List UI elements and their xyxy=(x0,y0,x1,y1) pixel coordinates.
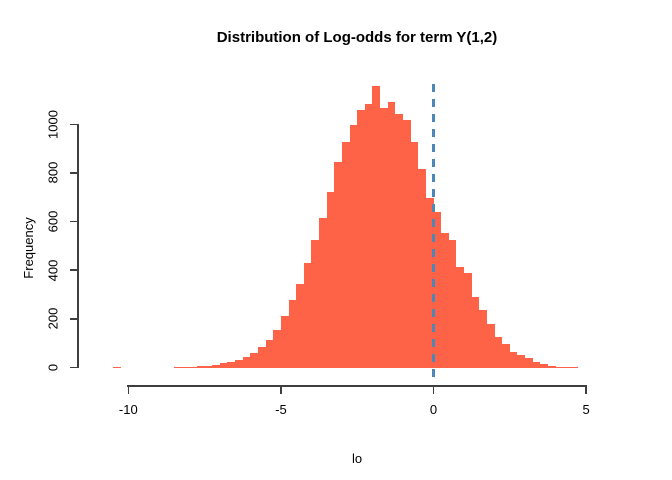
histogram-bar xyxy=(227,362,235,368)
histogram-bar xyxy=(495,337,502,368)
x-tick-mark xyxy=(432,386,435,394)
histogram-bar xyxy=(563,367,571,368)
y-tick-mark xyxy=(70,172,77,174)
y-tick-mark xyxy=(70,269,77,271)
x-tick-label: 5 xyxy=(582,402,590,417)
y-tick-mark xyxy=(70,220,77,223)
histogram-bar xyxy=(220,363,227,368)
y-tick-label: 400 xyxy=(45,259,61,282)
histogram-bar xyxy=(243,357,250,368)
histogram-bar xyxy=(418,169,426,368)
histogram-bar xyxy=(319,218,327,368)
histogram-bar xyxy=(525,358,533,368)
histogram-bar xyxy=(289,300,296,368)
histogram-bar xyxy=(189,367,197,368)
histogram-bar xyxy=(441,233,449,368)
histogram-bar xyxy=(350,125,357,368)
y-axis-line xyxy=(77,124,79,369)
histogram-bar xyxy=(266,340,273,368)
histogram-bar xyxy=(334,162,342,368)
histogram-bar xyxy=(205,366,212,368)
y-tick-label: 800 xyxy=(45,162,61,184)
histogram-bar xyxy=(510,352,517,368)
y-tick-label: 1000 xyxy=(45,109,61,139)
x-axis-label: lo xyxy=(351,451,363,466)
histogram-bar xyxy=(174,367,182,368)
x-axis-line xyxy=(127,385,588,387)
histogram-bar xyxy=(517,355,525,368)
histogram-bar xyxy=(556,367,563,368)
histogram-bar xyxy=(372,86,380,368)
histogram-bar xyxy=(487,324,495,368)
y-tick-label: 0 xyxy=(45,363,61,372)
histogram-bar xyxy=(296,284,304,368)
histogram-bar xyxy=(258,347,266,368)
y-tick-mark xyxy=(70,318,77,320)
histogram-bar xyxy=(357,110,365,368)
histogram-bar xyxy=(502,344,510,368)
histogram-bar xyxy=(472,297,479,368)
reference-vline xyxy=(432,84,435,383)
histogram-bar xyxy=(311,240,319,368)
histogram-bar xyxy=(235,360,243,368)
histogram-bar xyxy=(464,273,472,368)
x-tick-mark xyxy=(280,386,282,394)
x-tick-mark xyxy=(127,386,130,394)
histogram-bar xyxy=(403,120,411,368)
histogram-bar xyxy=(479,310,487,368)
histogram-bar xyxy=(533,362,540,368)
histogram-bar xyxy=(571,367,578,368)
histogram-bar xyxy=(113,367,121,368)
y-tick-label: 600 xyxy=(45,210,61,233)
y-tick-mark xyxy=(70,123,77,126)
x-tick-label: -5 xyxy=(275,402,287,417)
histogram-bar xyxy=(411,142,418,368)
histogram-bar xyxy=(182,367,189,368)
histogram-bar xyxy=(250,353,258,368)
histogram-bar xyxy=(281,316,289,368)
histogram-bar xyxy=(304,263,311,368)
histogram-bar xyxy=(212,365,220,368)
x-tick-mark xyxy=(585,386,587,394)
y-axis-label: Frequency xyxy=(20,217,36,279)
y-tick-mark xyxy=(70,366,77,369)
histogram-bar xyxy=(365,104,372,368)
histogram-bar xyxy=(273,330,281,368)
histogram-bar xyxy=(548,366,556,368)
chart-title: Distribution of Log-odds for term Y(1,2) xyxy=(216,29,498,46)
histogram-bar xyxy=(434,212,441,368)
histogram-bar xyxy=(197,366,205,368)
y-tick-label: 200 xyxy=(45,308,61,330)
x-tick-label: 0 xyxy=(429,402,438,417)
histogram-bar xyxy=(456,267,464,368)
histogram-bar xyxy=(327,192,334,368)
x-tick-label: -10 xyxy=(118,402,138,417)
histogram-bar xyxy=(342,142,350,368)
histogram-bar xyxy=(540,364,548,368)
histogram-bar xyxy=(380,108,388,368)
histogram-bar xyxy=(395,114,403,368)
histogram-bar xyxy=(426,198,434,368)
histogram-bar xyxy=(449,240,456,368)
histogram-bar xyxy=(388,102,395,368)
